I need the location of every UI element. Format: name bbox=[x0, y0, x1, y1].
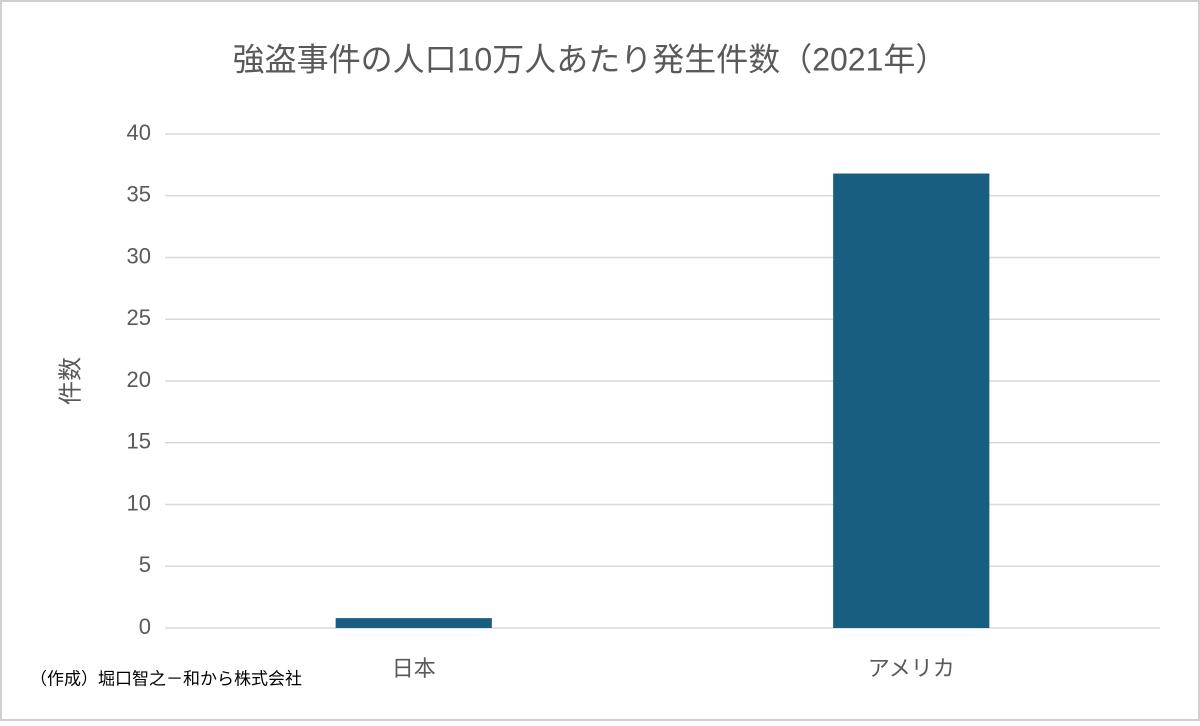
y-tick-label: 30 bbox=[127, 243, 151, 268]
chart-title: 強盗事件の人口10万人あたり発生件数（2021年） bbox=[233, 41, 948, 77]
x-tick-label: アメリカ bbox=[868, 656, 955, 681]
y-tick-label: 25 bbox=[127, 305, 151, 330]
bar bbox=[833, 173, 990, 628]
x-tick-label: 日本 bbox=[392, 656, 436, 681]
y-tick-label: 15 bbox=[127, 429, 151, 454]
y-tick-label: 20 bbox=[127, 367, 151, 392]
y-tick-label: 40 bbox=[127, 120, 151, 145]
source-note: （作成）堀口智之－和から株式会社 bbox=[30, 669, 302, 688]
y-axis-label: 件数 bbox=[57, 357, 84, 405]
y-tick-label: 35 bbox=[127, 182, 151, 207]
y-tick-label: 5 bbox=[139, 552, 151, 577]
y-tick-label: 10 bbox=[127, 490, 151, 515]
bar bbox=[335, 618, 492, 628]
y-tick-label: 0 bbox=[139, 614, 151, 639]
